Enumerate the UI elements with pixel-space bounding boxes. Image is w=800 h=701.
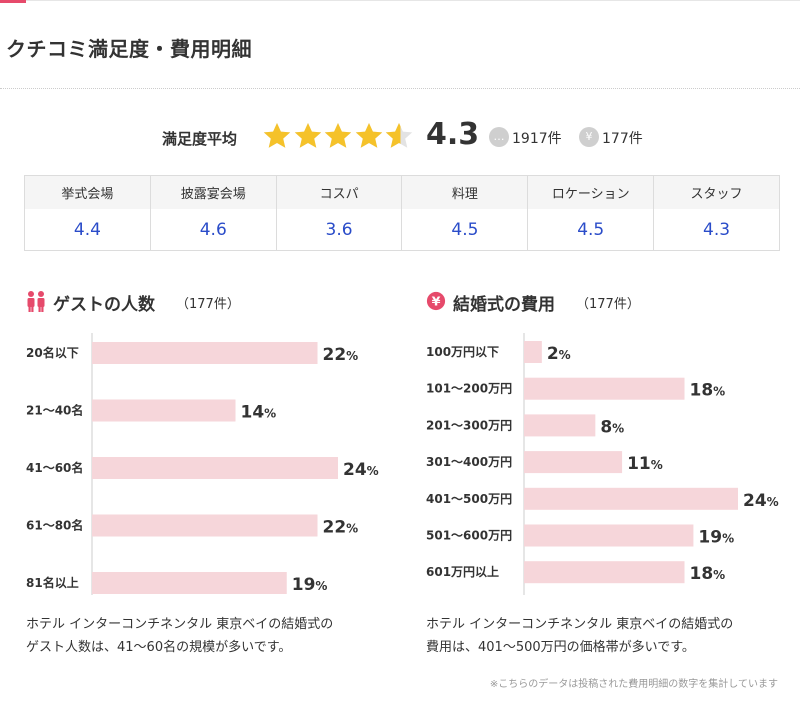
star-icon bbox=[294, 123, 321, 148]
score-category-label: 挙式会場 bbox=[25, 176, 150, 209]
dotted-divider bbox=[0, 88, 800, 89]
speech-bubble-icon: … bbox=[489, 127, 509, 147]
top-accent-tab bbox=[0, 0, 26, 3]
category-label: 61～80名 bbox=[26, 518, 83, 533]
star-icon bbox=[263, 123, 291, 148]
top-divider bbox=[0, 0, 800, 1]
score-category-label: コスパ bbox=[276, 176, 402, 209]
svg-text:¥: ¥ bbox=[432, 294, 441, 309]
bar bbox=[524, 377, 685, 400]
yen-icon: ¥ bbox=[579, 127, 599, 147]
data-label: 18% bbox=[690, 564, 726, 584]
score-cell: ロケーション 4.5 bbox=[528, 176, 655, 250]
wedding-cost-chart: ¥ 結婚式の費用 （177件） 100万円以下 2% 101～200万円 18% 201… bbox=[426, 289, 786, 669]
cost-summary-line-1: ホテル インターコンチネンタル 東京ベイの結婚式の bbox=[426, 617, 734, 632]
category-label: 201～300万円 bbox=[426, 418, 512, 432]
average-score: 4.3 bbox=[426, 117, 480, 152]
bar bbox=[524, 561, 685, 584]
bar bbox=[524, 451, 623, 474]
cost-bar-chart: 100万円以下 2% 101～200万円 18% 201～300万円 8% 301～400万… bbox=[426, 333, 779, 595]
score-category-label: 披露宴会場 bbox=[150, 176, 276, 209]
cost-chart-title: 結婚式の費用 bbox=[453, 295, 555, 315]
bar bbox=[524, 524, 694, 547]
guest-chart-count: （177件） bbox=[176, 297, 240, 312]
bar bbox=[92, 514, 318, 537]
guest-chart-title: ゲストの人数 bbox=[53, 295, 155, 315]
guest-count-chart: ゲストの人数 （177件） 20名以下 22% 21～40名 14% 41～60名 24%… bbox=[26, 289, 386, 669]
data-footnote: ※こちらのデータは投稿された費用明細の数字を集計しています bbox=[489, 679, 778, 690]
data-label: 11% bbox=[627, 454, 663, 474]
star-rating bbox=[262, 121, 414, 151]
score-cell: スタッフ 4.3 bbox=[654, 176, 779, 250]
people-icon bbox=[27, 291, 45, 312]
bar bbox=[524, 414, 596, 437]
data-label: 22% bbox=[323, 518, 359, 538]
data-label: 19% bbox=[698, 528, 734, 548]
guest-summary-line-1: ホテル インターコンチネンタル 東京ベイの結婚式の bbox=[26, 617, 334, 632]
bar bbox=[524, 487, 738, 510]
cost-chart-summary: ホテル インターコンチネンタル 東京ベイの結婚式の 費用は、401～500万円の… bbox=[426, 613, 733, 659]
star-icon bbox=[324, 123, 352, 148]
category-score-table: 挙式会場 4.4 披露宴会場 4.6 コスパ 3.6 料理 4.5 ロケーション… bbox=[24, 175, 780, 251]
rating-summary: 満足度平均 4.3 … 1917件 ¥ 177件 bbox=[0, 113, 800, 161]
cost-chart-count: （177件） bbox=[576, 297, 640, 312]
category-label: 81名以上 bbox=[26, 575, 79, 590]
score-value: 4.6 bbox=[199, 219, 227, 240]
score-value: 4.4 bbox=[73, 219, 101, 240]
cost-summary-line-2: 費用は、401～500万円の価格帯が多いです。 bbox=[426, 640, 695, 655]
category-label: 501～600万円 bbox=[426, 529, 512, 543]
yen-circle-icon: ¥ bbox=[426, 291, 446, 311]
section-title: クチコミ満足度・費用明細 bbox=[6, 37, 252, 61]
data-label: 18% bbox=[690, 381, 726, 401]
bar bbox=[92, 572, 287, 594]
score-cell: 披露宴会場 4.6 bbox=[150, 176, 277, 250]
category-label: 401～500万円 bbox=[426, 492, 512, 506]
category-label: 100万円以下 bbox=[426, 345, 499, 359]
data-label: 8% bbox=[600, 417, 624, 437]
category-label: 301～400万円 bbox=[426, 455, 512, 469]
data-label: 24% bbox=[743, 491, 779, 511]
score-value: 4.5 bbox=[451, 219, 479, 240]
guest-chart-summary: ホテル インターコンチネンタル 東京ベイの結婚式の ゲスト人数は、41～60名の… bbox=[26, 613, 333, 659]
score-category-label: スタッフ bbox=[654, 176, 779, 209]
category-label: 41～60名 bbox=[26, 460, 83, 475]
score-cell: コスパ 3.6 bbox=[276, 176, 403, 250]
score-value: 3.6 bbox=[325, 219, 353, 240]
average-label: 満足度平均 bbox=[162, 130, 238, 148]
review-count[interactable]: 1917件 bbox=[512, 131, 562, 147]
data-label: 14% bbox=[241, 403, 277, 423]
score-cell: 挙式会場 4.4 bbox=[25, 176, 151, 250]
star-icon bbox=[355, 123, 382, 148]
bar bbox=[92, 399, 236, 422]
bar bbox=[524, 341, 542, 363]
category-label: 21～40名 bbox=[26, 403, 83, 418]
score-category-label: 料理 bbox=[402, 176, 528, 209]
data-label: 24% bbox=[343, 460, 379, 480]
category-label: 101～200万円 bbox=[426, 382, 512, 396]
score-cell: 料理 4.5 bbox=[402, 176, 529, 250]
data-label: 19% bbox=[292, 575, 328, 595]
bar bbox=[92, 342, 318, 364]
guest-bar-chart: 20名以下 22% 21～40名 14% 41～60名 24% 61～80名 22% 81名以上… bbox=[26, 333, 379, 595]
bar bbox=[92, 457, 338, 479]
category-label: 601万円以上 bbox=[426, 564, 499, 579]
score-value: 4.3 bbox=[703, 219, 731, 240]
cost-report-count[interactable]: 177件 bbox=[602, 131, 643, 147]
score-category-label: ロケーション bbox=[528, 176, 654, 209]
data-label: 2% bbox=[547, 344, 571, 364]
guest-summary-line-2: ゲスト人数は、41～60名の規模が多いです。 bbox=[26, 640, 292, 655]
star-icon bbox=[385, 123, 413, 148]
data-label: 22% bbox=[323, 345, 359, 365]
score-value: 4.5 bbox=[577, 219, 605, 240]
category-label: 20名以下 bbox=[26, 345, 79, 360]
